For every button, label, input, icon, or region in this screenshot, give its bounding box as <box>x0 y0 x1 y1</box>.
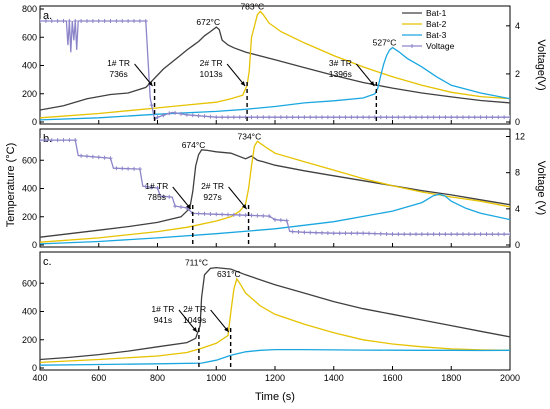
panel-0: a. 0 200 400 600 800 0 2 4 Voltage(V) 672°C 783°C 52… <box>22 1 547 127</box>
peak-label: 631°C <box>217 269 241 279</box>
y-left-tick-label: 200 <box>22 89 37 99</box>
y-right-tick-label: 0 <box>515 240 520 250</box>
y-left-tick-label: 0 <box>32 117 37 127</box>
peak-label: 711°C <box>185 258 208 268</box>
tr-label-line2: 785s <box>148 192 166 202</box>
tr-arrow-shaft <box>226 63 246 87</box>
series-line-bat-1 <box>40 149 510 238</box>
tr-label-line2: 1049s <box>183 315 206 325</box>
legend-label: Bat-1 <box>426 8 447 18</box>
y-right-tick-label: 12 <box>515 132 525 142</box>
y-right-axis-title: Voltage(V) <box>535 39 547 90</box>
series-line-bat-2 <box>40 10 510 119</box>
x-tick-label: 800 <box>150 373 165 383</box>
tr-label-line2: 736s <box>109 69 127 79</box>
y-right-tick-label: 4 <box>515 204 520 214</box>
series-line-bat-2 <box>40 277 510 364</box>
tr-arrow-head <box>224 327 229 332</box>
tr-arrow-shaft <box>134 63 153 87</box>
y-right-tick-label: 8 <box>515 168 520 178</box>
panel-label: c. <box>43 256 52 268</box>
y-left-tick-label: 400 <box>22 184 37 194</box>
legend-label: Bat-2 <box>426 19 447 29</box>
y-right-tick-label: 2 <box>515 69 520 79</box>
tr-label-line1: 1# TR <box>151 304 174 314</box>
panel-frame <box>39 251 511 371</box>
x-tick-label: 400 <box>32 373 47 383</box>
x-tick-label: 1200 <box>265 373 285 383</box>
legend-label: Bat-3 <box>426 30 447 40</box>
tr-arrow-shaft <box>172 186 192 210</box>
tr-arrow-head <box>192 327 197 332</box>
x-tick-label: 1600 <box>382 373 402 383</box>
x-tick-label: 2000 <box>500 373 520 383</box>
y-left-tick-label: 400 <box>22 307 37 317</box>
series-line-bat-3 <box>40 348 510 366</box>
tr-label-line1: 3# TR <box>329 58 352 68</box>
y-right-axis-title: Voltage (V) <box>535 161 547 215</box>
y-left-tick-label: 200 <box>22 212 37 222</box>
tr-label-line2: 1396s <box>329 69 352 79</box>
tr-label-line2: 941s <box>154 315 172 325</box>
tr-label-line2: 927s <box>203 192 221 202</box>
panel-label: b. <box>43 133 52 145</box>
peak-label: 674°C <box>182 140 206 150</box>
panel-1: b. 0 200 400 600 0 4 8 12 Voltage (V) 674°C 734°C 1#… <box>22 128 547 250</box>
tr-arrow-head <box>369 81 375 86</box>
y-left-tick-label: 200 <box>22 335 37 345</box>
peak-label: 527°C <box>373 38 397 48</box>
series-line-bat-3 <box>40 46 510 121</box>
tr-arrow-head <box>240 81 246 86</box>
tr-label-line1: 1# TR <box>145 181 168 191</box>
series-group <box>40 138 510 245</box>
tr-arrow-head <box>242 204 247 209</box>
tr-label-line2: 1013s <box>200 69 223 79</box>
y-axis-left-title: Temperature (°C) <box>5 143 17 227</box>
x-tick-label: 1400 <box>324 373 344 383</box>
peak-label: 734°C <box>238 131 262 141</box>
tr-arrow-head <box>148 81 153 86</box>
peak-label: 783°C <box>240 1 264 11</box>
y-left-tick-label: 0 <box>32 363 37 373</box>
tr-label-line1: 2# TR <box>200 58 223 68</box>
y-left-tick-label: 400 <box>22 61 37 71</box>
panel-label: a. <box>43 10 52 22</box>
series-line-bat-2 <box>40 140 510 243</box>
y-left-tick-label: 600 <box>22 32 37 42</box>
y-right-tick-label: 4 <box>515 21 520 31</box>
tr-label-line1: 2# TR <box>183 304 206 314</box>
x-tick-label: 600 <box>91 373 106 383</box>
y-left-tick-label: 0 <box>32 240 37 250</box>
series-line-bat-1 <box>40 266 510 361</box>
y-left-tick-label: 800 <box>22 4 37 14</box>
x-tick-label: 1800 <box>441 373 461 383</box>
series-line-bat-3 <box>40 193 510 245</box>
tr-arrow-head <box>186 204 191 209</box>
tr-arrow-shaft <box>355 63 375 87</box>
tr-arrow-shaft <box>228 186 247 210</box>
y-left-tick-label: 600 <box>22 278 37 288</box>
tr-arrow-shaft <box>178 309 198 333</box>
series-group <box>40 266 510 366</box>
peak-label: 672°C <box>196 17 220 27</box>
y-left-tick-label: 600 <box>22 155 37 165</box>
x-axis-title: Time (s) <box>255 391 295 403</box>
tr-label-line1: 1# TR <box>107 58 130 68</box>
tr-label-line1: 2# TR <box>201 181 224 191</box>
series-group <box>40 10 510 121</box>
x-tick-label: 1000 <box>206 373 226 383</box>
legend-label: Voltage <box>426 41 455 51</box>
tr-arrow-shaft <box>210 309 230 333</box>
y-right-tick-label: 0 <box>515 117 520 127</box>
panels-group: a.0200400600800024Voltage(V)672°C783°C52… <box>22 1 547 373</box>
